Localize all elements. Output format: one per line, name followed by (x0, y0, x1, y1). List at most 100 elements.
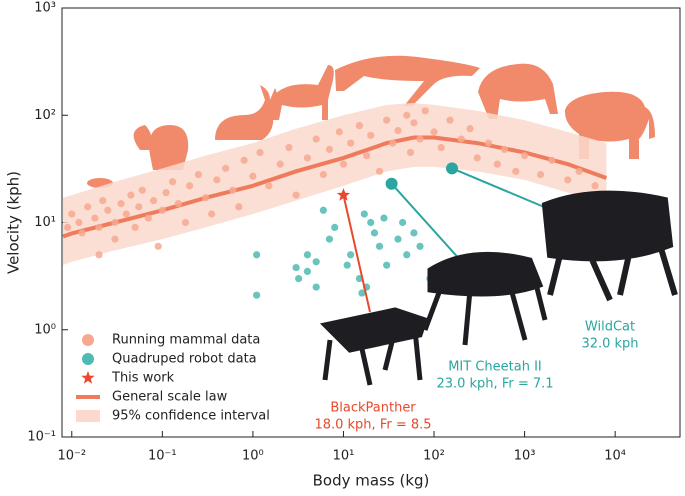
scale-law-line (62, 135, 608, 239)
y-tick-label: 10² (34, 108, 56, 123)
data-point (75, 218, 83, 227)
data-point (127, 191, 135, 199)
data-point (292, 263, 300, 272)
squirrel (133, 125, 189, 170)
data-point (375, 167, 384, 175)
data-point (394, 235, 402, 243)
data-point (99, 197, 107, 205)
data-point (138, 186, 146, 194)
data-point (303, 154, 312, 162)
x-tick-label: 10³ (514, 449, 536, 464)
connector (390, 183, 463, 263)
animal-silhouettes (87, 55, 655, 188)
data-point (355, 122, 364, 130)
data-point (185, 182, 194, 190)
data-point (256, 148, 264, 157)
data-point (135, 203, 143, 211)
dog (268, 65, 334, 120)
data-point (319, 206, 327, 214)
data-point (249, 172, 257, 180)
cheetah-robot (422, 251, 548, 346)
legend-label: Running mammal data (112, 333, 260, 348)
rabbit (215, 85, 277, 140)
data-point (339, 160, 348, 168)
highlight-point (446, 162, 459, 175)
data-point (104, 206, 112, 214)
data-point (64, 223, 72, 232)
x-tick-label: 10⁴ (604, 449, 626, 464)
data-point (149, 197, 158, 205)
annotation-detail: 32.0 kph (581, 337, 638, 352)
y-tick-label: 10⁻¹ (27, 430, 56, 445)
data-point (380, 214, 388, 222)
data-point (389, 139, 397, 147)
data-point (117, 200, 125, 208)
data-point (500, 145, 509, 154)
x-tick-label: 10⁻¹ (148, 449, 177, 464)
data-point (362, 152, 371, 160)
data-point (575, 167, 583, 175)
data-point (253, 291, 261, 299)
data-point (367, 218, 375, 227)
data-point (343, 261, 351, 269)
data-point (383, 116, 391, 124)
data-point (181, 218, 190, 227)
data-point (95, 251, 103, 259)
data-point (421, 107, 429, 115)
data-point (360, 210, 368, 218)
data-point (162, 189, 170, 197)
x-tick-label: 10⁻² (57, 449, 86, 464)
star-point (336, 188, 351, 201)
data-point (375, 242, 384, 250)
data-point (512, 167, 520, 175)
blackpanther-robot (319, 307, 429, 386)
data-point (235, 203, 243, 211)
bison (478, 63, 558, 119)
connector (342, 194, 371, 313)
robot-photos (319, 190, 678, 386)
data-point (265, 182, 273, 190)
data-point (285, 143, 293, 152)
data-point (303, 251, 312, 259)
data-point (403, 251, 411, 259)
data-point (78, 229, 86, 237)
data-point (430, 128, 438, 136)
data-point (111, 218, 119, 227)
highlight-point (385, 177, 398, 190)
data-point (295, 274, 303, 283)
data-point (312, 135, 320, 143)
data-point (325, 145, 334, 154)
data-point (457, 135, 465, 143)
data-point (169, 178, 177, 186)
data-point (312, 283, 320, 291)
x-tick-label: 10² (423, 449, 445, 464)
data-point (154, 242, 162, 250)
annotation-label: BlackPanther (330, 401, 416, 416)
wildcat-robot (541, 190, 678, 302)
data-point (358, 289, 366, 297)
data-point (466, 125, 474, 133)
connector (451, 167, 557, 213)
y-tick-label: 10¹ (34, 215, 56, 230)
annotation-label: MIT Cheetah II (448, 360, 542, 375)
x-axis-label: Body mass (kg) (313, 472, 430, 490)
data-point (484, 139, 493, 147)
data-point (564, 176, 572, 184)
data-point (144, 214, 152, 222)
annotation-label: WildCat (585, 320, 635, 335)
data-point (131, 223, 139, 232)
cheetah (335, 55, 480, 106)
data-point (303, 267, 312, 275)
legend: Running mammal data Quadruped robot data T… (76, 333, 270, 424)
data-point (399, 218, 407, 227)
data-point (158, 206, 166, 214)
data-point (222, 164, 230, 172)
legend-swatch (76, 410, 100, 422)
legend-swatch (82, 334, 94, 346)
data-point (394, 126, 402, 135)
data-point (201, 194, 210, 202)
x-tick-label: 10¹ (333, 449, 355, 464)
data-point (520, 152, 529, 160)
data-point (194, 170, 202, 179)
